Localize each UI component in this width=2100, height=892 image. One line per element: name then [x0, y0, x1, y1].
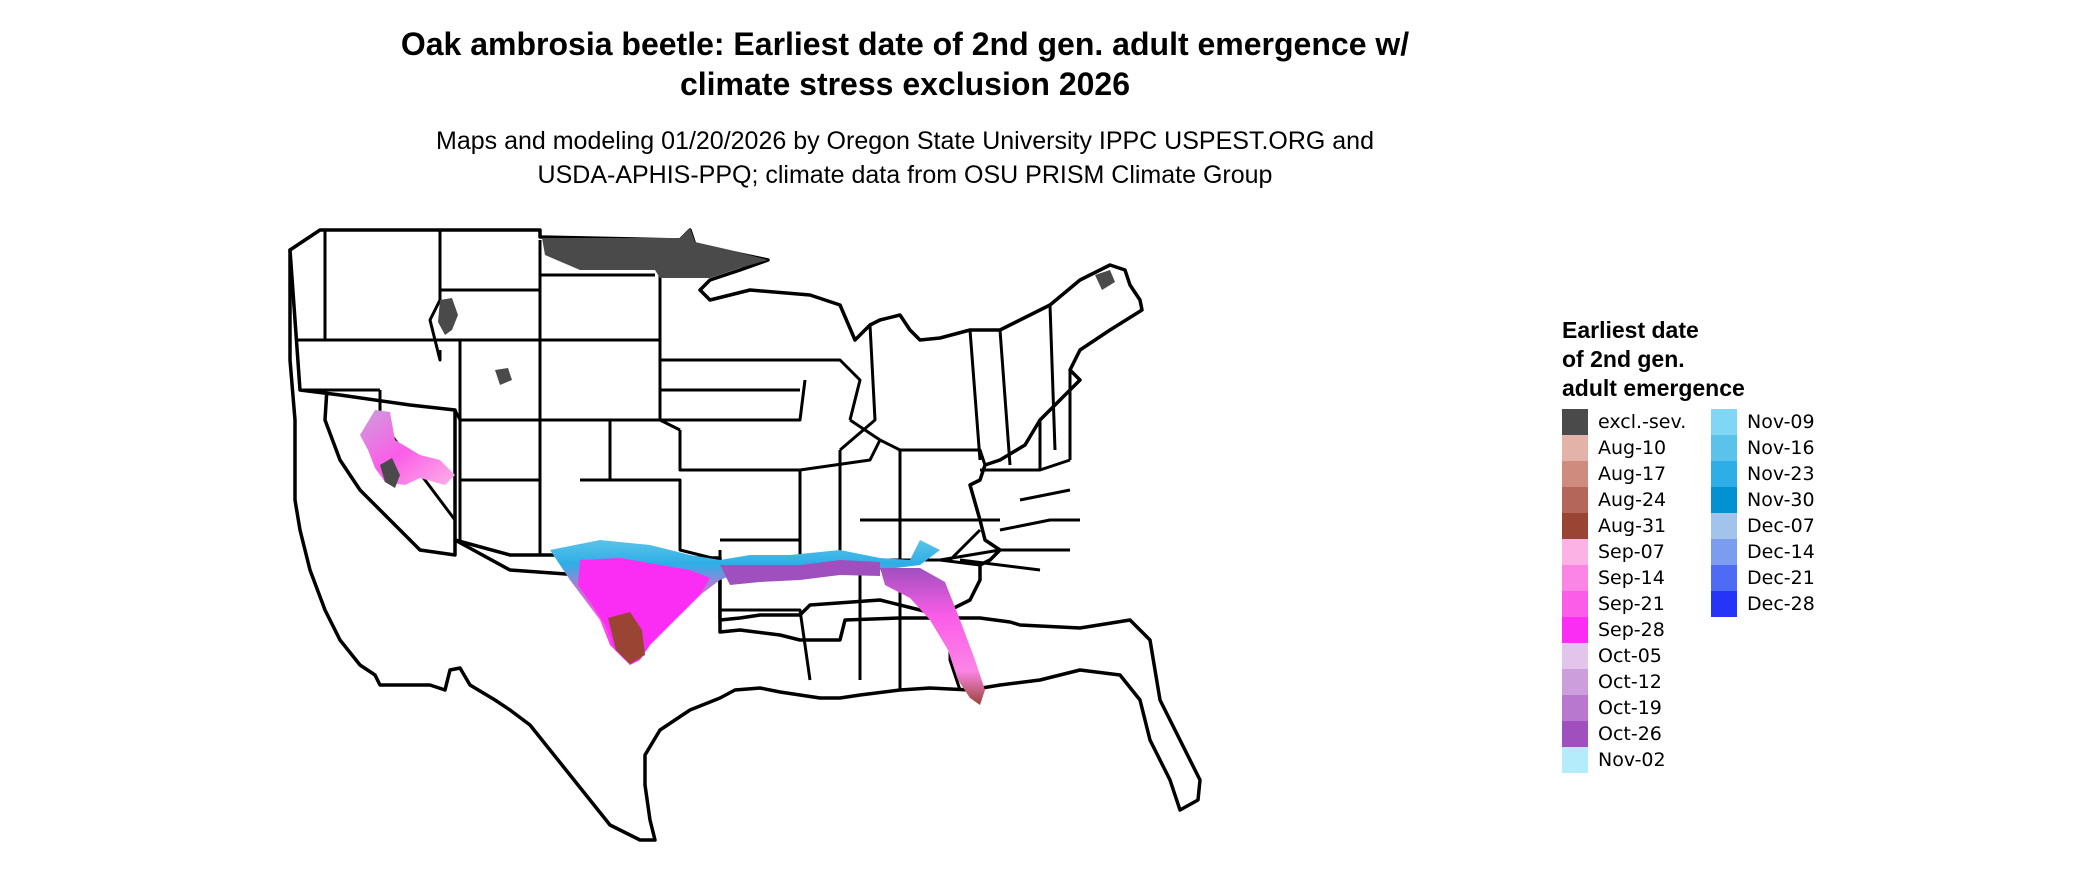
legend-swatch — [1562, 591, 1588, 617]
legend-label: Aug-31 — [1598, 515, 1667, 537]
legend-item: Oct-19 — [1562, 695, 1711, 721]
legend-item: Nov-02 — [1562, 747, 1711, 773]
legend-label: Nov-16 — [1747, 437, 1815, 459]
legend-label: Aug-24 — [1598, 489, 1667, 511]
legend-column-2: Nov-09 Nov-16 Nov-23 Nov-30 Dec-07 Dec-14 Dec-… — [1711, 409, 1860, 773]
emergence-overlay — [360, 410, 985, 705]
legend-label: Nov-09 — [1747, 411, 1815, 433]
legend-label: Dec-14 — [1747, 541, 1815, 563]
legend-swatch — [1562, 513, 1588, 539]
legend-swatch — [1562, 487, 1588, 513]
south-texas-tip — [608, 612, 645, 664]
legend-title-line-1: Earliest date — [1562, 317, 1699, 343]
excluded-wyoming-mountains — [438, 298, 458, 335]
legend-item: Aug-10 — [1562, 435, 1711, 461]
excluded-northern-minnesota — [542, 228, 768, 278]
legend-label: Dec-21 — [1747, 567, 1815, 589]
excluded-maine — [1095, 270, 1115, 290]
legend-swatch — [1562, 461, 1588, 487]
legend-item: Nov-09 — [1711, 409, 1860, 435]
legend-swatch — [1711, 513, 1737, 539]
louisiana-band — [720, 560, 880, 585]
legend-title-line-3: adult emergence — [1562, 375, 1745, 401]
legend-label: Sep-14 — [1598, 567, 1665, 589]
legend-item: Aug-17 — [1562, 461, 1711, 487]
legend-item: Oct-26 — [1562, 721, 1711, 747]
legend-swatch — [1562, 409, 1588, 435]
excluded-areas — [380, 228, 1115, 488]
legend-title: Earliest date of 2nd gen. adult emergenc… — [1562, 316, 1860, 403]
legend-swatch — [1711, 487, 1737, 513]
legend-swatch — [1562, 747, 1588, 773]
us-land-north — [288, 228, 1144, 622]
legend-label: Dec-28 — [1747, 593, 1815, 615]
legend-item: Oct-12 — [1562, 669, 1711, 695]
legend-swatch — [1711, 591, 1737, 617]
legend-label: Oct-26 — [1598, 723, 1662, 745]
legend-title-line-2: of 2nd gen. — [1562, 346, 1685, 372]
arizona-band — [360, 410, 455, 485]
legend-item: Sep-14 — [1562, 565, 1711, 591]
legend-label: Oct-12 — [1598, 671, 1662, 693]
legend-item: Oct-05 — [1562, 643, 1711, 669]
legend-label: Aug-10 — [1598, 437, 1667, 459]
legend-item: Dec-21 — [1711, 565, 1860, 591]
legend-item: Aug-31 — [1562, 513, 1711, 539]
legend-item: Nov-16 — [1711, 435, 1860, 461]
legend-swatch — [1562, 435, 1588, 461]
map-title-line-1: Oak ambrosia beetle: Earliest date of 2n… — [400, 26, 1410, 62]
legend-label: excl.-sev. — [1598, 411, 1687, 433]
legend-swatch — [1562, 721, 1588, 747]
legend-item: Dec-28 — [1711, 591, 1860, 617]
legend-label: Nov-30 — [1747, 489, 1815, 511]
legend-label: Nov-23 — [1747, 463, 1815, 485]
legend-swatch — [1711, 409, 1737, 435]
legend-item: Sep-21 — [1562, 591, 1711, 617]
map-subtitle: Maps and modeling 01/20/2026 by Oregon S… — [0, 124, 1810, 192]
map-title: Oak ambrosia beetle: Earliest date of 2n… — [0, 24, 1810, 104]
legend-swatch — [1562, 643, 1588, 669]
legend-swatch — [1711, 461, 1737, 487]
legend-item: excl.-sev. — [1562, 409, 1711, 435]
legend-swatch — [1711, 435, 1737, 461]
legend-swatch — [1562, 695, 1588, 721]
legend-label: Sep-07 — [1598, 541, 1665, 563]
legend-label: Sep-28 — [1598, 619, 1665, 641]
legend-label: Aug-17 — [1598, 463, 1667, 485]
legend-label: Oct-19 — [1598, 697, 1662, 719]
legend-item: Sep-07 — [1562, 539, 1711, 565]
excluded-colorado-peaks — [495, 368, 512, 385]
texas-coast-band — [578, 558, 710, 665]
legend-item: Aug-24 — [1562, 487, 1711, 513]
legend-item: Nov-23 — [1711, 461, 1860, 487]
map-title-line-2: climate stress exclusion 2026 — [679, 66, 1131, 102]
legend-item: Sep-28 — [1562, 617, 1711, 643]
us-map — [288, 228, 1202, 842]
legend-label: Dec-07 — [1747, 515, 1815, 537]
legend: Earliest date of 2nd gen. adult emergenc… — [1562, 316, 1860, 773]
legend-label: Sep-21 — [1598, 593, 1665, 615]
legend-item: Nov-30 — [1711, 487, 1860, 513]
legend-column-1: excl.-sev. Aug-10 Aug-17 Aug-24 Aug-31 Sep-07… — [1562, 409, 1711, 773]
legend-swatch — [1562, 565, 1588, 591]
map-subtitle-line-2: USDA-APHIS-PPQ; climate data from OSU PR… — [537, 161, 1273, 189]
legend-swatch — [1562, 539, 1588, 565]
florida-band — [880, 568, 985, 705]
legend-swatch — [1711, 565, 1737, 591]
legend-label: Nov-02 — [1598, 749, 1666, 771]
map-subtitle-line-1: Maps and modeling 01/20/2026 by Oregon S… — [436, 127, 1374, 155]
legend-swatch — [1711, 539, 1737, 565]
legend-item: Dec-14 — [1711, 539, 1860, 565]
legend-swatch — [1562, 617, 1588, 643]
legend-label: Oct-05 — [1598, 645, 1662, 667]
legend-item: Dec-07 — [1711, 513, 1860, 539]
legend-swatch — [1562, 669, 1588, 695]
legend-columns: excl.-sev. Aug-10 Aug-17 Aug-24 Aug-31 Sep-07… — [1562, 409, 1860, 773]
excluded-arizona-high — [380, 458, 400, 488]
